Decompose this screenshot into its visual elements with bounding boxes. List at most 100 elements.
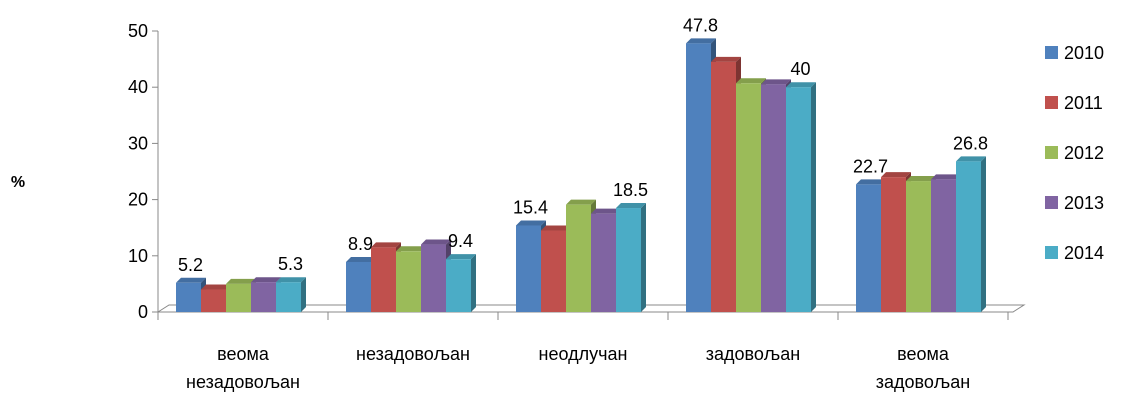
bar-top (176, 277, 206, 283)
data-label: 5.3 (278, 254, 303, 274)
bar-top (906, 176, 936, 182)
bar-top (931, 174, 961, 180)
legend-label: 2012 (1064, 143, 1104, 163)
bar-front (516, 225, 541, 312)
data-label: 9.4 (448, 231, 473, 251)
bar-front (371, 247, 396, 312)
bar-top (346, 256, 376, 262)
x-category-label: задовољан (876, 372, 970, 392)
bar-front (686, 43, 711, 312)
bar-front (421, 244, 446, 312)
bar-top (786, 82, 816, 88)
x-category-label: задовољан (706, 344, 800, 364)
legend-item: 2010 (1045, 43, 1104, 63)
legend-item: 2011 (1045, 93, 1103, 113)
bar-front (881, 177, 906, 312)
bar-top (591, 208, 621, 214)
data-label: 15.4 (513, 197, 548, 217)
legend-item: 2012 (1045, 143, 1104, 163)
bar (956, 156, 986, 312)
bar-top (396, 246, 426, 252)
legend-swatch (1045, 146, 1058, 159)
bar-front (201, 289, 226, 312)
bar-top (566, 199, 596, 205)
bar-top (251, 277, 281, 283)
bar-front (956, 161, 981, 312)
bar-top (421, 239, 451, 245)
bar-top (736, 78, 766, 84)
y-axis-title: % (11, 174, 25, 191)
bar-front (251, 282, 276, 312)
bar-front (541, 230, 566, 312)
legend-label: 2011 (1064, 93, 1103, 113)
bar-side (301, 277, 306, 312)
bar (346, 256, 376, 312)
bar (176, 277, 206, 312)
data-label: 22.7 (853, 156, 888, 176)
bar-side (981, 156, 986, 312)
legend-label: 2013 (1064, 193, 1104, 213)
bar-front (566, 204, 591, 312)
bar-front (446, 259, 471, 312)
legend-swatch (1045, 246, 1058, 259)
x-category-label: неодлучан (539, 344, 628, 364)
bar-front (736, 83, 761, 313)
bar-top (371, 242, 401, 248)
data-label: 8.9 (348, 234, 373, 254)
bar-front (761, 84, 786, 312)
data-label: 5.2 (178, 255, 203, 275)
legend-label: 2010 (1064, 43, 1104, 63)
bar (711, 56, 741, 312)
chart-legend: 2010 2011 2012 2013 2014 (1045, 43, 1104, 263)
chart-bars (176, 38, 986, 313)
bar-front (616, 208, 641, 312)
bar-front (591, 213, 616, 312)
x-category-label: веома (217, 344, 270, 364)
bar (786, 82, 816, 312)
bar-top (686, 38, 716, 44)
legend-item: 2014 (1045, 243, 1104, 263)
y-tick-label: 10 (128, 246, 148, 266)
bar-top (711, 56, 741, 62)
y-tick-label: 30 (128, 133, 148, 153)
y-tick-label: 50 (128, 21, 148, 41)
bar-front (226, 283, 251, 312)
x-category-label: незадовољан (186, 372, 300, 392)
legend-swatch (1045, 96, 1058, 109)
bar-front (786, 87, 811, 312)
bar-top (276, 277, 306, 283)
bar-top (226, 278, 256, 284)
bar-top (881, 172, 911, 178)
chart-data-labels: 5.2 5.3 8.9 9.4 15.4 18.5 47.8 40 22.7 26.8 (178, 15, 988, 274)
bar-front (711, 61, 736, 312)
data-label: 47.8 (683, 15, 718, 35)
legend-label: 2014 (1064, 243, 1104, 263)
bar (446, 254, 476, 312)
x-category-label: веома (897, 344, 950, 364)
x-category-label: незадовољан (356, 344, 470, 364)
data-label: 18.5 (613, 180, 648, 200)
bar-top (956, 156, 986, 162)
legend-item: 2013 (1045, 193, 1104, 213)
bar-side (471, 254, 476, 312)
bar (276, 277, 306, 312)
bar-front (906, 181, 931, 312)
bar-front (346, 261, 371, 312)
bar-top (856, 179, 886, 185)
data-label: 26.8 (953, 133, 988, 153)
bar (616, 203, 646, 312)
bar-top (541, 225, 571, 231)
bar-top (446, 254, 476, 260)
y-tick-label: 0 (138, 302, 148, 322)
y-tick-label: 20 (128, 190, 148, 210)
y-tick-label: 40 (128, 77, 148, 97)
bar-top (516, 220, 546, 226)
bar-top (761, 79, 791, 85)
bar-front (276, 282, 301, 312)
bar-side (641, 203, 646, 312)
bar-front (931, 179, 956, 312)
bar-top (201, 284, 231, 290)
bar-front (176, 282, 201, 312)
legend-swatch (1045, 196, 1058, 209)
